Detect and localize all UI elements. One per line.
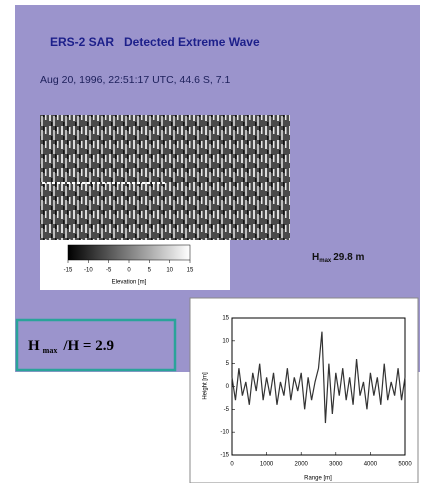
symbol: H	[312, 252, 319, 263]
y-tick-label: 5	[226, 361, 230, 367]
symbol: H	[28, 338, 40, 354]
colorbar-tick-label: 10	[166, 268, 173, 274]
colorbar-tick-label: -5	[106, 268, 112, 274]
sar-image	[40, 115, 290, 240]
title: ERS-2 SAR Detected Extreme Wave	[50, 35, 260, 49]
inset-frame	[189, 297, 419, 484]
x-axis-label: Range [m]	[304, 476, 332, 482]
y-tick-label: -10	[220, 430, 229, 436]
colorbar-tick-label: -10	[84, 268, 93, 274]
y-tick-label: -5	[224, 407, 230, 413]
x-tick-label: 2000	[295, 462, 309, 468]
x-tick-label: 4000	[364, 462, 378, 468]
ratio-box	[15, 318, 177, 372]
value: 29.8 m	[333, 252, 364, 263]
colorbar-tick-label: 15	[187, 268, 194, 274]
y-tick-label: -15	[220, 453, 229, 459]
series-line	[231, 331, 406, 424]
subtitle: Aug 20, 1996, 22:51:17 UTC, 44.6 S, 7.1	[40, 74, 230, 86]
y-axis-label: Height [m]	[203, 372, 209, 400]
colorbar-tick-label: 5	[148, 268, 152, 274]
x-tick-label: 1000	[260, 462, 274, 468]
subscript: max	[319, 258, 332, 264]
y-tick-label: 0	[226, 384, 230, 390]
subscript: max	[43, 346, 58, 355]
x-tick-label: 0	[230, 462, 234, 468]
x-tick-label: 3000	[329, 462, 343, 468]
ratio-text: /H = 2.9	[62, 338, 114, 354]
colorbar-label: Elevation [m]	[112, 280, 147, 286]
y-tick-label: 10	[222, 338, 229, 344]
colorbar	[67, 244, 191, 261]
colorbar-tick-label: -15	[64, 268, 73, 274]
x-tick-label: 5000	[398, 462, 412, 468]
colorbar-tick-label: 0	[127, 268, 131, 274]
wave-height: Hmax 29.8 m	[312, 252, 364, 264]
y-tick-label: 15	[222, 316, 229, 322]
